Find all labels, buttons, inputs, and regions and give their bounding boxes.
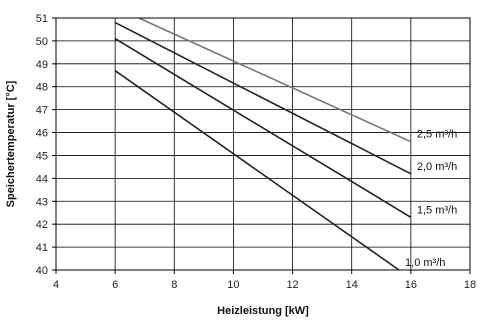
x-tick-label: 12 [286,279,298,291]
series-label: 2,0 m³/h [417,161,457,173]
y-tick-label: 49 [36,59,48,71]
x-tick-label: 6 [112,279,118,291]
x-tick-label: 4 [53,279,59,291]
y-tick-label: 48 [36,82,48,94]
grid-lines [55,17,471,271]
series-label: 1,5 m³/h [417,204,457,216]
y-tick-label: 43 [36,196,48,208]
x-tick-label: 14 [346,279,358,291]
series-label: 2,5 m³/h [417,129,457,141]
y-tick-label: 40 [36,265,48,277]
series-line [114,21,412,175]
series-lines [114,17,412,271]
plot-frame [55,17,471,271]
y-tick-label: 50 [36,36,48,48]
y-tick-label: 47 [36,105,48,117]
series-line [114,70,400,271]
y-tick-label: 44 [36,173,48,185]
x-tick-label: 10 [227,279,239,291]
series-line [138,17,412,143]
y-tick-label: 42 [36,219,48,231]
series-line [114,37,412,218]
y-tick-label: 51 [36,13,48,25]
y-tick-label: 45 [36,150,48,162]
x-tick-label: 8 [171,279,177,291]
x-axis-title: Heizleistung [kW] [217,305,309,317]
x-tick-label: 18 [464,279,476,291]
series-labels: 2,5 m³/h 2,0 m³/h 1,5 m³/h 1,0 m³/h [405,129,457,269]
y-axis-title: Speichertemperatur [°C] [5,80,17,207]
x-tick-label: 16 [405,279,417,291]
y-tick-label: 46 [36,128,48,140]
y-tick-label: 41 [36,242,48,254]
series-label: 1,0 m³/h [405,257,445,269]
